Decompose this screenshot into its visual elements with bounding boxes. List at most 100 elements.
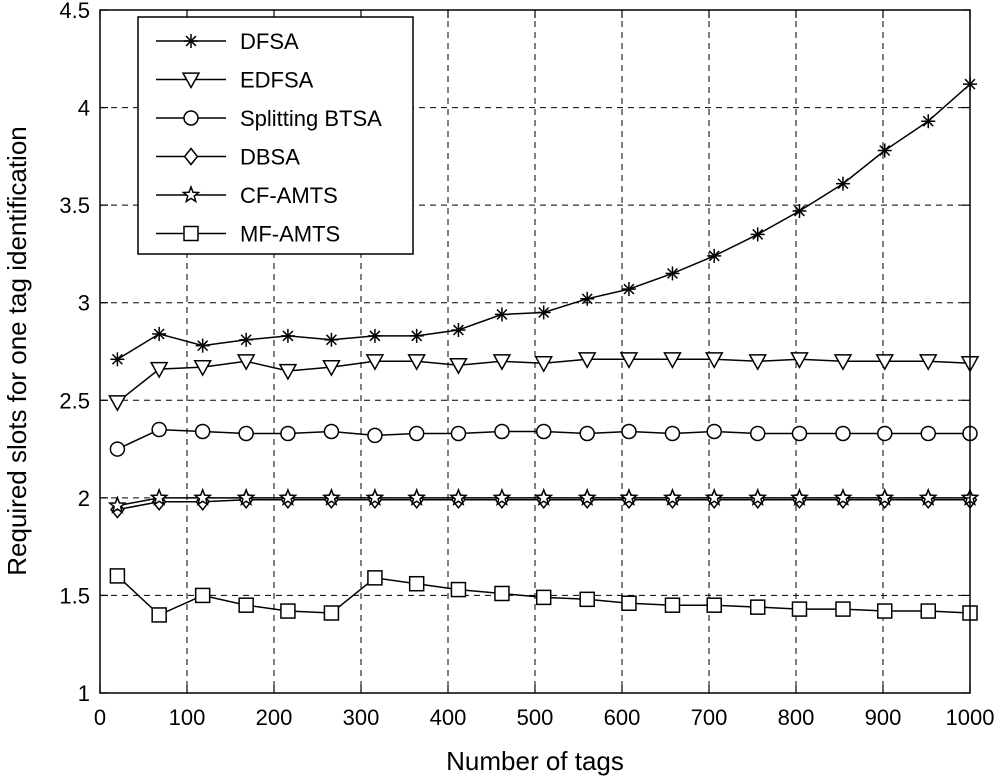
x-tick-label: 1000 xyxy=(946,705,995,730)
x-tick-label: 200 xyxy=(256,705,293,730)
y-tick-label: 3 xyxy=(78,291,90,316)
series-dfsa-point xyxy=(835,176,850,191)
marker-stroke xyxy=(197,340,209,352)
series-splitting-btsa-point xyxy=(367,427,383,444)
marker-shape xyxy=(577,352,597,369)
series-cf-amts-point xyxy=(918,487,938,507)
series-cf-amts-point xyxy=(236,487,256,507)
marker-shape xyxy=(181,72,201,90)
series-mf-amts-point xyxy=(367,570,383,586)
series-cf-amts-point xyxy=(534,487,554,507)
marker-shape xyxy=(749,425,766,442)
series-splitting-btsa-point xyxy=(408,425,425,442)
marker-stroke xyxy=(793,205,805,217)
marker-shape xyxy=(367,427,383,444)
marker-shape xyxy=(278,487,298,507)
marker-shape xyxy=(748,354,767,371)
x-tick-label: 800 xyxy=(778,705,815,730)
series-mf-amts-point xyxy=(579,591,595,608)
marker-stroke xyxy=(369,330,381,342)
series-dfsa-point xyxy=(239,332,254,347)
series-edfsa-point xyxy=(875,354,895,371)
series-mf-amts-point xyxy=(408,575,425,592)
marker-shape xyxy=(789,487,810,507)
series-edfsa-point xyxy=(322,359,341,377)
marker-shape xyxy=(365,487,385,507)
y-tick-label: 4.5 xyxy=(59,0,90,23)
marker-stroke xyxy=(538,306,550,318)
x-axis-label: Number of tags xyxy=(446,746,624,776)
marker-shape xyxy=(193,487,213,507)
marker-shape xyxy=(151,421,167,438)
series-edfsa-point xyxy=(193,359,212,377)
marker-stroke xyxy=(240,334,252,346)
marker-shape xyxy=(450,581,467,598)
marker-stroke xyxy=(879,145,891,156)
series-splitting-btsa-point xyxy=(535,423,552,440)
x-tick-label: 900 xyxy=(865,705,902,730)
series-dfsa-point xyxy=(324,332,339,347)
marker-stroke xyxy=(282,330,294,342)
series-edfsa-point xyxy=(619,352,639,369)
marker-shape xyxy=(107,495,128,514)
series-cf-amts-point xyxy=(875,487,895,507)
series-splitting-btsa-point xyxy=(151,421,167,438)
marker-shape xyxy=(790,352,809,369)
legend-label: MF-AMTS xyxy=(240,222,340,247)
marker-shape xyxy=(149,487,169,507)
marker-shape xyxy=(619,487,639,507)
series-splitting-btsa-point xyxy=(621,423,637,440)
marker-shape xyxy=(236,354,256,371)
series-dfsa-point xyxy=(921,114,936,129)
series-cf-amts-point xyxy=(789,487,810,507)
marker-shape xyxy=(109,441,126,457)
marker-stroke xyxy=(411,330,423,342)
marker-shape xyxy=(534,356,553,373)
legend-entry: CF-AMTS xyxy=(156,183,338,208)
marker-stroke xyxy=(496,308,508,320)
series-cf-amts-point xyxy=(577,487,597,507)
series-dfsa-point xyxy=(280,328,295,343)
legend-entry: DFSA xyxy=(156,29,299,54)
series-dfsa-point xyxy=(621,282,636,297)
series-mf-amts-point xyxy=(621,595,637,611)
series-splitting-btsa-point xyxy=(706,423,722,440)
series-splitting-btsa-point xyxy=(579,425,595,442)
series-splitting-btsa-point xyxy=(876,425,893,442)
marker-stroke xyxy=(153,328,165,340)
marker-stroke xyxy=(666,267,678,279)
series-cf-amts xyxy=(107,487,980,514)
marker-shape xyxy=(875,354,895,371)
marker-shape xyxy=(876,425,893,442)
series-cf-amts-point xyxy=(193,487,213,507)
series-dfsa-point xyxy=(665,266,680,281)
legend-label: DBSA xyxy=(240,145,300,170)
axis-ticks: 0 100 200 300 400 500 600 700 800 900 1000 1 1.5 2 2.5… xyxy=(59,0,994,730)
legend-marker xyxy=(183,225,199,242)
legend: DFSA EDFSA Splitting BTSA DBSA CF-AMTS MF-AMT… xyxy=(137,16,414,255)
series-layer xyxy=(107,77,980,623)
series-edfsa-point xyxy=(449,358,468,375)
series-dfsa-point xyxy=(409,328,424,343)
y-tick-label: 2.5 xyxy=(59,388,90,413)
series-splitting-btsa-point xyxy=(450,425,467,442)
marker-stroke xyxy=(837,178,849,190)
series-mf-amts-point xyxy=(109,568,126,584)
series-dfsa-point xyxy=(152,326,167,341)
marker-shape xyxy=(663,352,682,369)
series-mf-amts-point xyxy=(706,597,722,613)
y-axis-label: Required slots for one tag identificatio… xyxy=(2,126,32,576)
marker-shape xyxy=(448,487,469,507)
series-mf-amts-point xyxy=(876,603,893,619)
marker-shape xyxy=(621,595,637,611)
marker-shape xyxy=(664,425,681,442)
series-edfsa-point xyxy=(748,354,767,371)
legend-marker xyxy=(181,184,201,204)
marker-stroke xyxy=(452,324,464,336)
marker-shape xyxy=(534,487,554,507)
series-cf-amts-point xyxy=(149,487,169,507)
y-tick-label: 4 xyxy=(78,96,90,121)
series-mf-amts-point xyxy=(835,601,851,617)
marker-shape xyxy=(918,487,938,507)
series-dfsa-point xyxy=(707,248,722,263)
